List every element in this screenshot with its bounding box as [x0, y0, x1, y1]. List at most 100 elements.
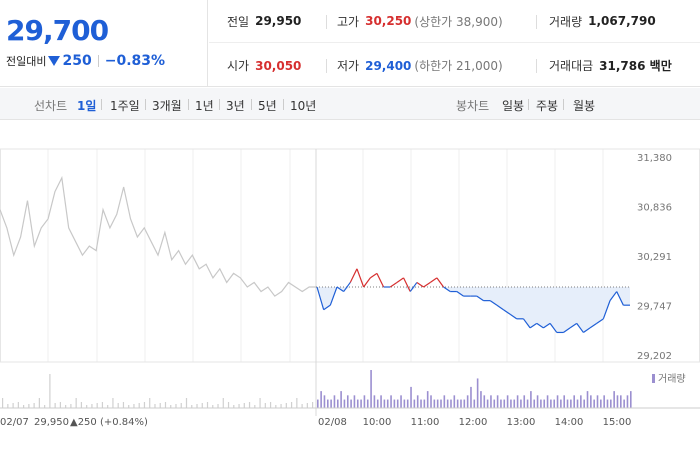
candle-chart-label: 봉차트: [456, 99, 490, 113]
volume-bar: [560, 399, 562, 408]
stats-row: 전일 29,950 고가 30,250 (상한가 38,900) 거래량 1,0…: [209, 0, 700, 43]
volume-bar: [393, 399, 396, 408]
today-segment: [522, 318, 531, 329]
open-label: 시가: [227, 59, 250, 73]
prev-close-value: 29,950: [255, 14, 302, 28]
divider: [528, 99, 529, 110]
prev-volume-bar: [143, 402, 146, 408]
prev-volume-bar: [227, 402, 230, 408]
prev-volume-bar: [264, 403, 266, 408]
tab-weekly[interactable]: 주봉: [536, 99, 559, 113]
amount-label: 거래대금: [549, 59, 594, 73]
today-segment: [343, 282, 351, 292]
prev-volume-bar: [54, 403, 56, 408]
volume-bar: [406, 399, 409, 408]
prev-volume-bar: [280, 404, 282, 408]
today-segment: [336, 286, 344, 293]
volume-bar: [550, 399, 552, 408]
volume: 거래량 1,067,790: [549, 0, 656, 43]
volume-bar: [340, 391, 342, 408]
today-segment: [423, 281, 431, 288]
volume-bar: [336, 399, 339, 408]
tab-5y[interactable]: 5년: [258, 99, 277, 113]
today-segment: [536, 322, 544, 329]
volume-bar: [383, 399, 386, 408]
divider: [283, 99, 284, 110]
volume-bar: [323, 395, 326, 408]
prev-volume-bar: [259, 398, 261, 408]
volume-bar: [623, 399, 625, 408]
prev-close: 전일 29,950: [227, 0, 301, 43]
x-tick-label: 11:00: [411, 417, 440, 428]
divider: [563, 99, 564, 110]
today-segment: [409, 282, 418, 292]
prev-close-label: 전일: [227, 14, 250, 29]
prev-volume-bar: [212, 405, 214, 408]
volume-bar: [503, 399, 506, 408]
tab-3m[interactable]: 3개월: [152, 99, 182, 113]
volume-bar: [513, 399, 516, 408]
prev-volume-bar: [2, 398, 4, 408]
today-segment: [403, 277, 411, 292]
volume-bar: [426, 391, 429, 408]
line-chart-label: 선차트: [34, 99, 68, 113]
prev-volume-bar: [222, 398, 224, 408]
divider: [251, 99, 252, 110]
tab-1y[interactable]: 1년: [195, 99, 214, 113]
price-box: 29,700 전일대비 250 −0.83%: [0, 0, 208, 87]
volume-bar: [533, 399, 536, 408]
x-tick-label: 12:00: [459, 417, 488, 428]
volume-bar: [410, 386, 412, 408]
prev-volume-bar: [101, 402, 104, 408]
volume-bar: [396, 399, 399, 408]
volume-bar: [373, 395, 376, 408]
quote-header: 29,700 전일대비 250 −0.83% 전일 29,950 고가 30,2…: [0, 0, 700, 87]
volume-bar: [423, 399, 426, 408]
prev-volume-bar: [96, 403, 98, 408]
today-segment: [369, 272, 378, 279]
y-axis: 31,380 30,836 30,291 29,747 29,202: [637, 153, 672, 362]
tab-1d[interactable]: 1일: [77, 99, 97, 113]
volume-bar: [346, 395, 349, 408]
prev-volume-bar: [164, 402, 167, 408]
tab-10y[interactable]: 10년: [290, 99, 317, 113]
volume-bar: [330, 399, 332, 408]
volume-bar: [470, 386, 472, 408]
tab-1w[interactable]: 1주일: [110, 99, 140, 113]
volume-bar: [546, 395, 549, 408]
today-segment: [563, 327, 571, 333]
prev-volume-bar: [133, 404, 135, 408]
prev-volume-bar: [238, 404, 240, 408]
volume-bar: [476, 378, 479, 408]
prev-day-series: [0, 175, 316, 297]
prev-day-line: [0, 175, 316, 297]
volume-bar: [620, 395, 622, 408]
volume-bar: [446, 399, 449, 408]
divider: [536, 15, 537, 29]
volume-bar: [413, 399, 416, 408]
volume-bar: [600, 399, 602, 408]
prev-volume-bar: [7, 404, 9, 408]
volume-bar: [343, 399, 346, 408]
open-value: 30,050: [255, 58, 302, 73]
volume-bar: [530, 391, 532, 408]
x-tick-label: 10:00: [363, 417, 392, 428]
prev-change-summary: ▲250 (+0.84%): [70, 417, 148, 428]
volume-bar: [333, 395, 336, 408]
today-segment: [503, 309, 511, 315]
today-segment: [576, 323, 584, 333]
tab-3y[interactable]: 3년: [226, 99, 245, 113]
tab-monthly[interactable]: 월봉: [573, 99, 596, 113]
stats-row: 시가 30,050 저가 29,400 (하한가 21,000) 거래대금 31…: [209, 44, 700, 87]
prev-volume-bar: [206, 402, 209, 408]
tab-daily[interactable]: 일봉: [502, 99, 525, 113]
prev-volume-bar: [44, 405, 46, 408]
volume-bar: [536, 395, 539, 408]
volume-bar: [490, 395, 492, 408]
prev-volume-bar: [248, 402, 251, 408]
today-segment: [329, 286, 338, 306]
prev-close-summary: 29,950: [34, 417, 69, 428]
volume-bar: [540, 399, 542, 408]
volume-bar: [403, 399, 406, 408]
prev-volume-bar: [285, 403, 287, 408]
